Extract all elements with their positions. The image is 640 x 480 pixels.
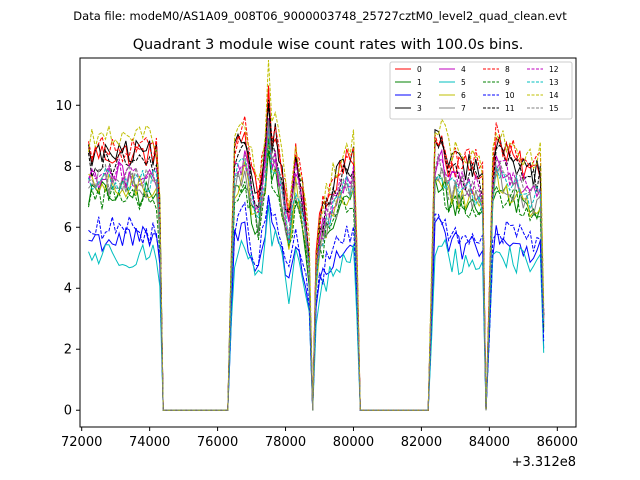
x-tick-label: 80000 (333, 435, 374, 450)
x-tick-label: 78000 (265, 435, 306, 450)
legend-label-6: 6 (461, 91, 466, 100)
legend-label-14: 14 (549, 91, 559, 100)
series-layer (88, 59, 545, 411)
plot-frame (79, 57, 577, 428)
legend-label-15: 15 (549, 104, 559, 113)
legend-label-2: 2 (417, 91, 422, 100)
legend-label-13: 13 (549, 78, 559, 87)
legend-label-8: 8 (505, 65, 510, 74)
legend-label-7: 7 (461, 104, 466, 113)
chart-suptitle: Data file: modeM0/AS1A09_008T06_90000037… (73, 9, 567, 23)
legend-label-4: 4 (461, 65, 466, 74)
legend-label-1: 1 (417, 78, 422, 87)
legend-label-12: 12 (549, 65, 559, 74)
x-tick-label: 74000 (129, 435, 170, 450)
legend-label-10: 10 (505, 91, 515, 100)
x-tick-label: 72000 (61, 435, 102, 450)
y-tick-label: 6 (64, 221, 72, 236)
legend-label-9: 9 (505, 78, 510, 87)
y-tick-label: 4 (64, 282, 72, 297)
legend-label-0: 0 (417, 65, 422, 74)
x-tick-label: 84000 (469, 435, 510, 450)
legend-label-5: 5 (461, 78, 466, 87)
legend-box (389, 61, 573, 120)
legend-label-11: 11 (505, 104, 515, 113)
chart-title: Quadrant 3 module wise count rates with … (133, 37, 524, 53)
x-axis-ticks: 72000 74000 76000 78000 80000 82000 84000 86000 (61, 427, 578, 450)
legend-label-3: 3 (417, 104, 422, 113)
x-offset-label: +3.312e8 (512, 455, 576, 470)
series-line-15 (88, 124, 545, 411)
x-tick-label: 82000 (401, 435, 442, 450)
x-tick-label: 76000 (197, 435, 238, 450)
y-tick-label: 8 (64, 160, 72, 175)
y-axis-ticks: 0 2 4 6 8 10 (55, 99, 80, 419)
y-tick-label: 2 (64, 343, 72, 358)
x-tick-label: 86000 (537, 435, 578, 450)
y-tick-label: 0 (64, 404, 72, 419)
series-line-14 (88, 59, 545, 411)
y-tick-label: 10 (55, 99, 72, 114)
